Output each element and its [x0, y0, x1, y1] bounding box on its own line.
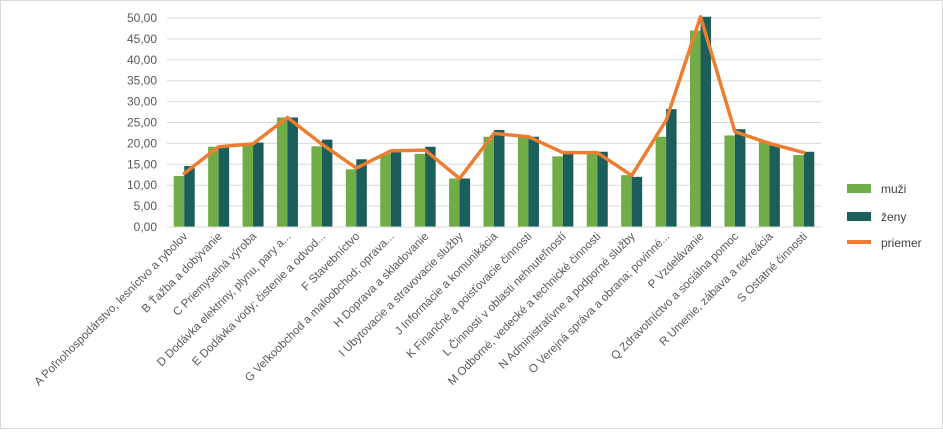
legend-label: muži: [881, 182, 906, 196]
bar-zeny: [184, 165, 195, 227]
bar-zeny: [459, 178, 471, 227]
y-tick-label: 10,00: [127, 178, 157, 192]
bar-muzi: [311, 146, 322, 227]
bar-zeny: [287, 117, 298, 227]
y-tick-label: 45,00: [127, 32, 157, 46]
average-line: [182, 14, 806, 181]
bar-zeny: [253, 142, 264, 227]
bar-zeny: [562, 153, 574, 227]
bar-muzi: [345, 169, 357, 227]
bar-muzi: [242, 144, 254, 227]
bar-muzi: [517, 136, 529, 227]
y-tick-label: 5,00: [134, 199, 158, 213]
y-tick-label: 15,00: [127, 157, 157, 171]
bar-muzi: [655, 136, 667, 227]
bar-muzi: [586, 153, 598, 227]
legend-label: ženy: [881, 210, 906, 224]
bar-muzi: [414, 153, 426, 227]
bar-zeny: [734, 129, 746, 227]
bar-zeny: [494, 130, 505, 227]
y-tick-label: 25,00: [127, 116, 157, 130]
x-category-label: I Ubytovacie a stravovacie služby: [337, 230, 466, 359]
legend-swatch: [847, 184, 871, 193]
bar-muzi: [690, 30, 701, 227]
bar-zeny: [803, 151, 815, 227]
y-axis: 0,00 5,00 10,00 15,00 20,00 25,00 30,00 35,00 40…: [127, 11, 157, 234]
x-category-label: Q Zdravotníctvo a sociálna pomoc: [609, 230, 741, 362]
bar-muzi: [758, 140, 770, 227]
bar-zeny: [321, 139, 333, 227]
bar-muzi: [552, 156, 563, 227]
bar-muzi: [380, 153, 391, 227]
bar-muzi: [449, 178, 460, 227]
bar-muzi: [208, 146, 219, 227]
bar-muzi: [173, 176, 185, 227]
bar-zeny: [666, 109, 677, 227]
bar-zeny: [631, 176, 643, 227]
bar-zeny: [597, 151, 608, 227]
bar-zeny: [769, 145, 780, 227]
x-category-label: L Činnosti v oblasti nehnuteľností: [440, 229, 569, 358]
x-category-label: K Finančné a poisťovacie činnosti: [405, 231, 535, 361]
bar-zeny: [356, 159, 367, 227]
legend-label: priemer: [881, 236, 922, 250]
x-axis: A Poľnohospodárstvo, lesníctvo a rybolov…: [33, 226, 821, 388]
y-tick-label: 20,00: [127, 136, 157, 150]
bar-muzi: [724, 135, 735, 227]
legend-swatch: [847, 212, 871, 221]
y-tick-label: 0,00: [134, 220, 158, 234]
y-tick-label: 35,00: [127, 74, 157, 88]
legend: muži ženy priemer: [847, 182, 922, 250]
y-tick-label: 30,00: [127, 95, 157, 109]
bar-muzi: [483, 136, 494, 227]
bar-zeny: [700, 16, 712, 227]
y-tick-label: 40,00: [127, 53, 157, 67]
bar-zeny: [425, 146, 436, 227]
bar-zeny: [528, 136, 539, 227]
bar-muzi: [793, 155, 804, 227]
bar-zeny: [218, 146, 230, 227]
bar-zeny: [390, 152, 402, 227]
y-tick-label: 50,00: [127, 11, 157, 25]
bars: [173, 16, 815, 227]
bar-muzi: [621, 175, 632, 227]
bar-muzi: [276, 117, 288, 227]
series-line-priemer: [182, 14, 806, 181]
